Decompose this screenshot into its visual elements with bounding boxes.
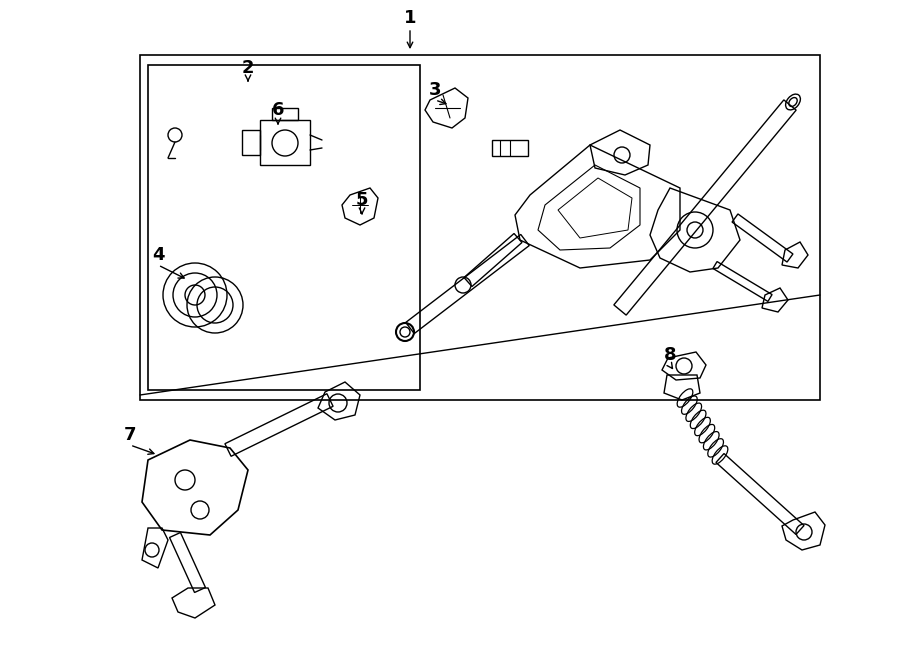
Bar [140, 55, 820, 400]
Text: 4: 4 [152, 246, 164, 264]
Text: 8: 8 [663, 346, 676, 364]
Text: 7: 7 [124, 426, 136, 444]
Text: 2: 2 [242, 59, 254, 77]
Text: 1: 1 [404, 9, 416, 27]
Bar [148, 65, 420, 390]
Text: 3: 3 [428, 81, 441, 99]
Text: 5: 5 [356, 191, 368, 209]
Text: 6: 6 [272, 101, 284, 119]
